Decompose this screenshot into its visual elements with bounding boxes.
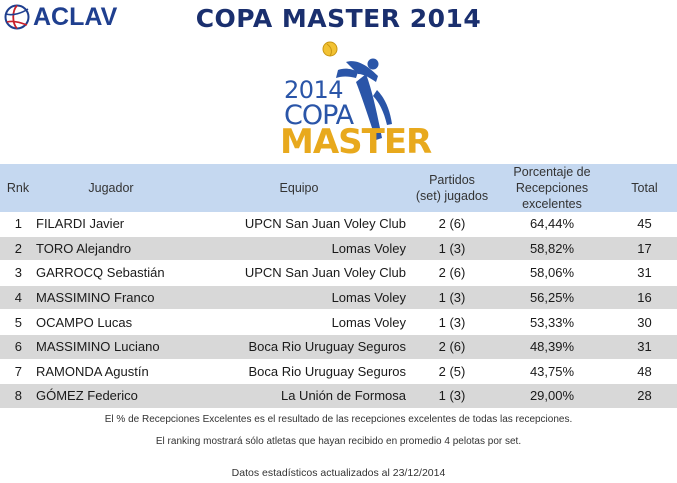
aclav-ball-icon [4, 4, 30, 30]
page-header: ACLAV COPA MASTER 2014 [0, 0, 677, 40]
cell-percentage: 56,25% [529, 290, 575, 306]
header-percentage: Porcentaje de Recepciones excelentes [492, 164, 612, 212]
cell-rank: 1 [14, 216, 22, 232]
table-row: 2 TORO Alejandro Lomas Voley 1 (3) 58,82… [0, 236, 677, 261]
cell-total: 31 [637, 265, 652, 281]
table-row: 1 FILARDI Javier UPCN San Juan Voley Clu… [0, 212, 677, 237]
cell-total: 28 [637, 388, 652, 404]
cell-team: Lomas Voley [331, 290, 406, 306]
cell-rank: 6 [14, 339, 22, 355]
cell-percentage: 53,33% [529, 314, 575, 330]
cell-total: 45 [637, 216, 652, 232]
cell-matches: 1 (3) [438, 314, 466, 330]
logo-copa: COPA [284, 100, 354, 131]
header-matches-line1: Partidos [429, 173, 475, 187]
cell-team: Lomas Voley [331, 314, 406, 330]
cell-player: MASSIMINO Franco [36, 290, 155, 306]
cell-team: UPCN San Juan Voley Club [244, 216, 406, 232]
cell-player: GÓMEZ Federico [36, 388, 138, 404]
cell-matches: 1 (3) [438, 388, 466, 404]
cell-percentage: 58,82% [529, 240, 575, 256]
ranking-table: Rnk Jugador Equipo Partidos (set) jugado… [0, 164, 677, 409]
cell-matches: 1 (3) [438, 240, 466, 256]
cell-total: 17 [637, 240, 652, 256]
cell-total: 16 [637, 290, 652, 306]
cell-player: MASSIMINO Luciano [36, 339, 160, 355]
cell-team: Boca Rio Uruguay Seguros [248, 339, 406, 355]
table-row: 4 MASSIMINO Franco Lomas Voley 1 (3) 56,… [0, 285, 677, 310]
header-pct-line2: Recepciones excelentes [515, 181, 589, 211]
table-row: 6 MASSIMINO Luciano Boca Rio Uruguay Seg… [0, 334, 677, 360]
logo-master: MASTER [280, 122, 432, 162]
cell-player: TORO Alejandro [36, 240, 132, 256]
footnote-criteria: El ranking mostrará sólo atletas que hay… [155, 436, 522, 447]
cell-total: 48 [637, 363, 652, 379]
cell-rank: 8 [14, 388, 22, 404]
cell-rank: 4 [14, 290, 22, 306]
table-header-row: Rnk Jugador Equipo Partidos (set) jugado… [0, 164, 677, 212]
header-matches-line2: (set) jugados [415, 189, 489, 203]
cell-matches: 1 (3) [438, 290, 466, 306]
header-team: Equipo [279, 181, 319, 195]
cell-percentage: 48,39% [529, 339, 575, 355]
cell-rank: 7 [14, 363, 22, 379]
cell-percentage: 29,00% [529, 388, 575, 404]
table-row: 5 OCAMPO Lucas Lomas Voley 1 (3) 53,33% … [0, 310, 677, 335]
cell-team: La Unión de Formosa [280, 388, 406, 404]
footnote-definition: El % de Recepciones Excelentes es el res… [104, 414, 573, 425]
copa-master-logo: 2014 COPA MASTER [278, 38, 432, 162]
cell-team: Boca Rio Uruguay Seguros [248, 363, 406, 379]
brand-name: ACLAV [33, 3, 118, 31]
header-total: Total [631, 181, 658, 195]
header-rank: Rnk [6, 181, 30, 195]
volleyball-player-icon [322, 41, 392, 140]
cell-player: RAMONDA Agustín [36, 363, 149, 379]
cell-rank: 2 [14, 240, 22, 256]
table-row: 3 GARROCQ Sebastián UPCN San Juan Voley … [0, 261, 677, 286]
header-pct-line1: Porcentaje de [513, 165, 591, 179]
cell-rank: 5 [14, 314, 22, 330]
cell-percentage: 58,06% [529, 265, 575, 281]
table-row: 8 GÓMEZ Federico La Unión de Formosa 1 (… [0, 383, 677, 409]
cell-matches: 2 (5) [438, 363, 466, 379]
page-title: COPA MASTER 2014 [195, 4, 482, 33]
cell-player: GARROCQ Sebastián [36, 265, 165, 281]
cell-matches: 2 (6) [438, 339, 466, 355]
cell-percentage: 43,75% [529, 363, 575, 379]
header-player: Jugador [88, 181, 134, 195]
logo-year: 2014 [284, 76, 344, 104]
table-row: 7 RAMONDA Agustín Boca Rio Uruguay Segur… [0, 359, 677, 384]
cell-rank: 3 [14, 265, 22, 281]
footnote-updated: Datos estadísticos actualizados al 23/12… [231, 467, 446, 479]
cell-matches: 2 (6) [438, 216, 466, 232]
cell-team: Lomas Voley [331, 240, 406, 256]
cell-matches: 2 (6) [438, 265, 466, 281]
cell-team: UPCN San Juan Voley Club [244, 265, 406, 281]
cell-player: OCAMPO Lucas [36, 314, 133, 330]
cell-total: 30 [637, 314, 652, 330]
cell-total: 31 [637, 339, 652, 355]
cell-percentage: 64,44% [529, 216, 575, 232]
cell-player: FILARDI Javier [36, 216, 125, 232]
header-matches: Partidos (set) jugados [412, 164, 492, 212]
